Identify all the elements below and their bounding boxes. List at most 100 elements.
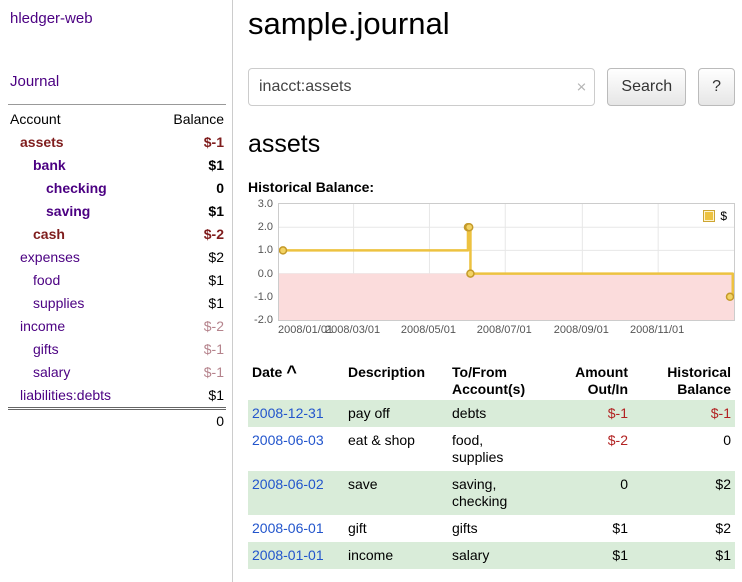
transaction-date-link[interactable]: 2008-06-02 [252,476,324,492]
sidebar-account-link[interactable]: cash [33,226,65,242]
data-point [466,269,475,278]
register-col-balance: Historical Balance [632,362,735,400]
chart-x-axis: 2008/01/01 2008/03/01 2008/05/01 2008/07/01… [278,324,735,338]
y-axis-label: 2.0 [257,221,273,234]
column-label: Account(s) [452,381,526,397]
chart-title: Historical Balance: [248,179,375,195]
column-label: Date ^ [252,362,297,382]
account-name-cell: cash [8,223,151,246]
data-point [464,222,474,232]
sidebar-account-link[interactable]: salary [33,364,71,380]
transaction-date-link[interactable]: 2008-12-31 [252,405,324,421]
register-cell-description: income [348,547,394,563]
account-name-cell: saving [8,200,151,223]
sidebar-item-journal[interactable]: Journal [10,73,60,90]
accounts-table: Account Balance assets $-1 bank $1 checking 0… [8,104,226,433]
register-col-description: Description [344,362,448,400]
register-cell-date: 2008-06-01 [248,515,344,542]
account-balance: $1 [208,272,224,288]
register-cell-amount: $-2 [607,432,628,448]
register-row: 2008-06-03 eat & shop food, supplies $-2 0 [248,427,735,471]
main-content: sample.journal × Search ? assets Histori… [248,0,735,569]
account-name-cell: expenses [8,246,151,269]
register-cell-description: save [348,476,378,492]
sidebar-account-link[interactable]: bank [33,157,66,173]
account-balance: $-2 [203,226,224,242]
account-name-cell: salary [8,361,151,384]
search-button[interactable]: Search [607,68,687,106]
column-label: Description [348,364,426,380]
column-label: Balance [677,381,731,397]
account-row: supplies $1 [8,292,226,315]
x-axis-label: 2008/07/01 [476,324,532,336]
account-balance: $-1 [203,134,224,150]
column-label: Historical [667,364,731,380]
register-cell-balance: $-1 [710,405,731,421]
transaction-date-link[interactable]: 2008-01-01 [252,547,324,563]
column-label: Out/In [587,381,628,397]
chart-legend: $ [701,208,729,224]
sidebar-account-link[interactable]: food [33,272,61,288]
register-cell-date: 2008-06-03 [248,427,344,471]
sidebar-account-link[interactable]: gifts [33,341,59,357]
x-axis-label: 2008/01/01 [278,324,334,336]
account-row: assets $-1 [8,131,226,154]
register-cell-balance: $1 [715,547,731,563]
app-title-link[interactable]: hledger-web [10,10,93,27]
register-cell-description: eat & shop [348,432,415,448]
y-axis-label: -2.0 [254,314,273,326]
y-axis-label: 1.0 [257,244,273,257]
help-button[interactable]: ? [698,68,735,106]
account-heading: assets [248,130,321,158]
register-cell-balance: $2 [715,520,731,536]
sidebar-account-link[interactable]: checking [46,180,107,196]
account-row: expenses $2 [8,246,226,269]
sidebar-account-link[interactable]: supplies [33,295,85,311]
data-point [725,292,734,302]
account-row: salary $-1 [8,361,226,384]
clear-search-icon[interactable]: × [576,77,587,97]
account-name-cell: liabilities:debts [8,384,151,409]
column-label: To/From [452,364,507,380]
account-balance: $1 [208,295,224,311]
search-input[interactable] [248,68,596,106]
register-col-date[interactable]: Date ^ [248,362,344,400]
accounts-header-account: Account [8,104,152,131]
register-row: 2008-06-02 save saving, checking 0 $2 [248,471,735,515]
register-col-amount: Amount Out/In [534,362,632,400]
sidebar-account-link[interactable]: liabilities:debts [20,387,112,403]
register-row: 2008-06-01 gift gifts $1 $2 [248,515,735,542]
sidebar-account-link[interactable]: assets [20,134,64,150]
register-cell-date: 2008-06-02 [248,471,344,515]
transaction-date-link[interactable]: 2008-06-01 [252,520,324,536]
account-balance: $-1 [203,341,224,357]
sidebar-account-link[interactable]: income [20,318,66,334]
register-header-row: Date ^ Description To/From Account(s) Amount O… [248,362,735,400]
sidebar-account-link[interactable]: expenses [20,249,80,265]
accounts-total-value: 0 [151,407,226,433]
search-box: × [248,68,596,106]
chart-area: 3.0 2.0 1.0 0.0 -1.0 -2.0 $ 2008/01/01 2008/03… [254,198,735,338]
register-col-accounts: To/From Account(s) [448,362,534,400]
register-cell-accounts: salary [452,547,490,563]
account-row: liabilities:debts $1 [8,384,226,409]
register-cell-amount: $1 [612,547,628,563]
register-cell-description: gift [348,520,367,536]
legend-label: $ [720,209,727,223]
search-form: × Search ? [248,68,735,106]
register-cell-accounts: gifts [452,520,478,536]
account-name-cell: income [8,315,151,338]
x-axis-label: 2008/03/01 [325,324,381,336]
column-label: Amount [575,364,628,380]
account-name-cell: assets [8,131,151,154]
register-cell-amount: $-1 [607,405,628,421]
negative-region [279,273,734,320]
x-axis-label: 2008/11/01 [630,324,685,336]
sidebar-account-link[interactable]: saving [46,203,91,219]
register-row: 2008-12-31 pay off debts $-1 $-1 [248,400,735,427]
transaction-date-link[interactable]: 2008-06-03 [252,432,324,448]
register-cell-balance: $2 [715,476,731,492]
register-cell-accounts: saving, checking [452,476,508,509]
account-balance: $1 [208,157,224,173]
register-row: 2008-01-01 income salary $1 $1 [248,542,735,569]
